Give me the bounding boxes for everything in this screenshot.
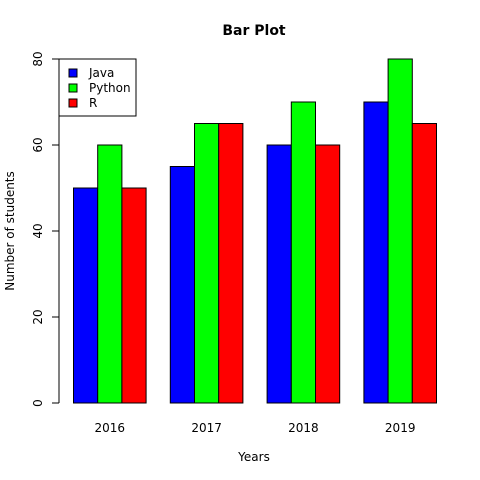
x-tick-label: 2016 (95, 421, 126, 435)
bar-python-2017 (194, 123, 220, 404)
bar-java-2016 (73, 187, 99, 404)
x-axis-label: Years (237, 450, 270, 464)
x-tick-label: 2017 (191, 421, 222, 435)
y-tick-label: 60 (31, 137, 45, 152)
bar-python-2016 (97, 144, 123, 404)
bar-r-2019 (411, 123, 437, 404)
legend-swatch-python (68, 83, 78, 93)
bar-r-2017 (218, 123, 244, 404)
bar-java-2019 (363, 101, 389, 404)
bar-r-2018 (315, 144, 341, 404)
legend-label-java: Java (88, 66, 114, 80)
x-tick-label: 2018 (288, 421, 319, 435)
y-tick-label: 20 (31, 309, 45, 324)
y-tick-label: 80 (31, 51, 45, 66)
legend-label-python: Python (89, 81, 131, 95)
legend-swatch-java (68, 68, 78, 78)
legend-swatch-r (68, 98, 78, 108)
y-axis-label: Number of students (3, 171, 17, 291)
bar-java-2018 (266, 144, 292, 404)
x-axis-tick-labels: 2016 2017 2018 2019 (95, 421, 416, 435)
x-tick-label: 2019 (385, 421, 416, 435)
bar-java-2017 (169, 166, 196, 404)
y-tick-label: 0 (31, 399, 45, 407)
y-tick-label: 40 (31, 223, 45, 238)
chart-title: Bar Plot (222, 23, 286, 39)
bar-r-2016 (121, 187, 147, 404)
bar-python-2018 (290, 101, 316, 404)
legend-label-r: R (89, 96, 97, 110)
bar-python-2019 (387, 58, 413, 404)
bars (73, 58, 437, 404)
